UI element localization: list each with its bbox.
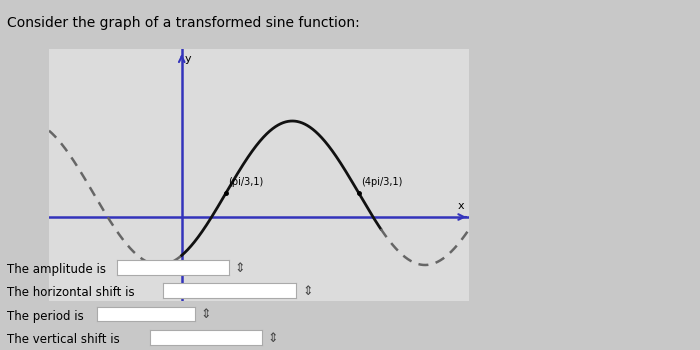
Text: y: y (185, 54, 192, 64)
Text: (4pi/3,1): (4pi/3,1) (360, 177, 402, 187)
Text: ⇕: ⇕ (267, 332, 279, 345)
Text: (pi/3,1): (pi/3,1) (228, 177, 263, 187)
Text: The vertical shift is: The vertical shift is (7, 333, 120, 346)
Text: The amplitude is: The amplitude is (7, 263, 106, 276)
Text: The period is: The period is (7, 309, 84, 323)
Text: Consider the graph of a transformed sine function:: Consider the graph of a transformed sine… (7, 16, 360, 30)
Text: ⇕: ⇕ (234, 262, 245, 275)
Text: x: x (458, 201, 465, 211)
Text: The horizontal shift is: The horizontal shift is (7, 286, 134, 299)
Text: ⇕: ⇕ (302, 285, 312, 298)
Text: ⇕: ⇕ (201, 308, 211, 322)
